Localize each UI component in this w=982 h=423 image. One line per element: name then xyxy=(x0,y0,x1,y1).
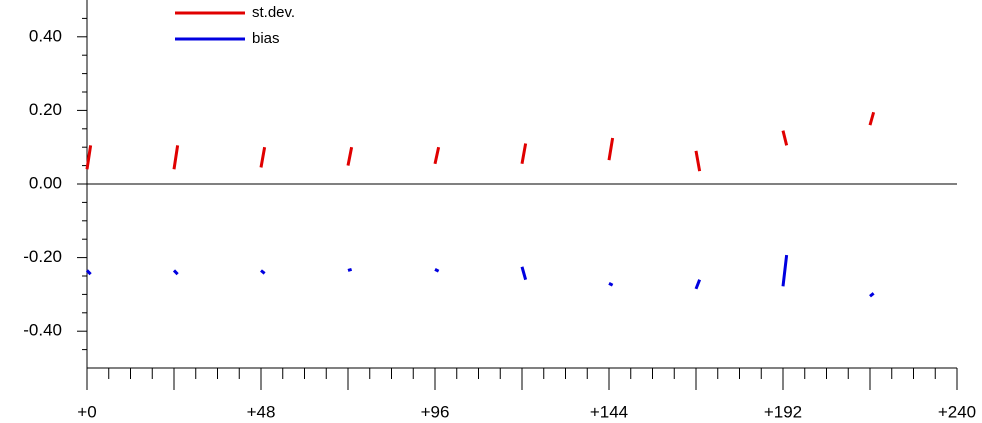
y-tick-label: -0.40 xyxy=(23,321,62,340)
x-tick-label: +240 xyxy=(938,402,976,421)
x-tick-label: +48 xyxy=(247,402,276,421)
y-tick-label: 0.00 xyxy=(29,173,62,192)
legend-label: bias xyxy=(252,30,280,47)
x-tick-label: +192 xyxy=(764,402,802,421)
x-tick-label: +0 xyxy=(77,402,96,421)
series-line xyxy=(85,111,876,172)
x-tick-label: +96 xyxy=(421,402,450,421)
series-line xyxy=(85,254,875,298)
y-tick-label: 0.20 xyxy=(29,100,62,119)
y-tick-label: 0.40 xyxy=(29,26,62,45)
legend-label: st.dev. xyxy=(252,4,295,21)
y-tick-label: -0.20 xyxy=(23,247,62,266)
x-tick-label: +144 xyxy=(590,402,628,421)
